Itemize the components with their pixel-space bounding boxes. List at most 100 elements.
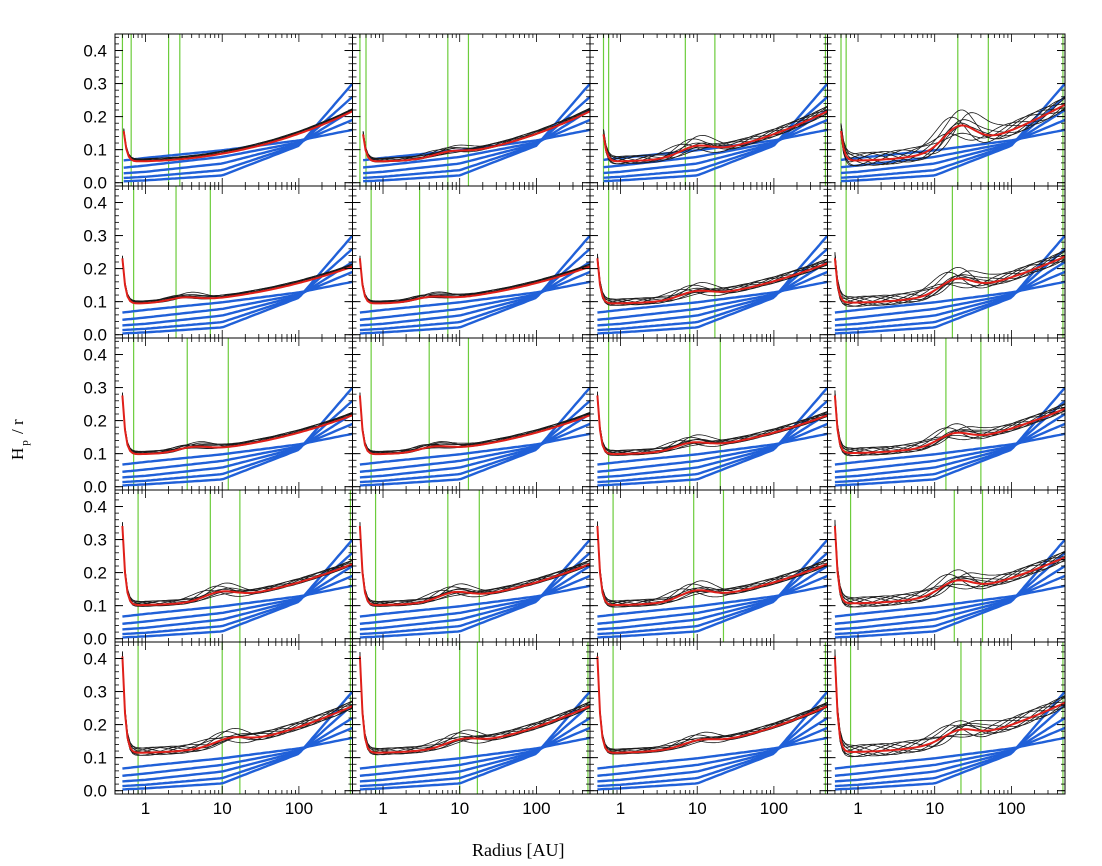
reference-curve-ref4 [834, 551, 1065, 636]
plot-area [121, 338, 353, 490]
reference-curve-ref2 [123, 118, 353, 169]
x-tick-label: 1 [141, 799, 150, 818]
panel-r4c3 [589, 489, 828, 643]
reference-curve-ref5 [122, 538, 353, 639]
reference-curve-ref2 [597, 422, 828, 473]
reference-curve-ref2 [122, 422, 353, 473]
plot-area [833, 642, 1065, 794]
reference-curve-ref5 [597, 538, 828, 639]
reference-curve-ref2 [359, 270, 590, 321]
reference-curve-ref4 [597, 551, 828, 636]
reference-curve-ref3 [359, 564, 590, 631]
reference-curve-ref3 [597, 564, 828, 631]
y-tick-label: 0.2 [83, 412, 107, 431]
panel-r5c4: 1 10 100 [827, 641, 1066, 818]
mean-curve [358, 656, 590, 754]
plot-area [833, 338, 1065, 490]
x-tick-label: 1 [616, 799, 625, 818]
model-curve [834, 649, 1065, 757]
reference-curve-ref3 [834, 716, 1065, 783]
mean-curve [121, 656, 353, 754]
reference-curve-ref2 [834, 574, 1065, 625]
reference-curve-ref3 [603, 108, 828, 175]
reference-curve-ref2 [597, 574, 828, 625]
model-curve [834, 527, 1065, 608]
mean-curve [596, 395, 828, 456]
plot-area [833, 490, 1065, 642]
reference-curve-ref3 [122, 412, 353, 479]
reference-curve-ref2 [834, 726, 1065, 777]
reference-curve-ref5 [359, 234, 590, 335]
x-tick-label: 10 [213, 799, 232, 818]
x-tick-label: 1 [378, 799, 387, 818]
panel-frame [589, 641, 828, 795]
panel-r3c3 [589, 337, 828, 491]
x-tick-label: 1 [853, 799, 862, 818]
y-tick-label: 0.1 [83, 141, 107, 160]
y-tick-label: 0.0 [83, 326, 107, 345]
reference-curve-ref4 [359, 247, 590, 332]
plot-area [121, 186, 353, 338]
reference-curve-ref5 [834, 538, 1065, 639]
model-curve [840, 103, 1065, 165]
mean-curve [596, 656, 828, 754]
reference-curve-ref3 [597, 716, 828, 783]
reference-curve-ref1 [122, 584, 353, 618]
panel-r3c4 [827, 337, 1066, 491]
reference-curve-ref3 [834, 260, 1065, 327]
mean-curve [596, 525, 828, 606]
reference-curve-ref2 [122, 726, 353, 777]
y-label-rest: / r [8, 419, 27, 439]
reference-curve-ref4 [840, 95, 1065, 179]
reference-curve-ref1 [122, 736, 353, 770]
model-curve [597, 652, 828, 754]
panel-r5c2: 1 10 100 [352, 641, 591, 818]
y-tick-label: 0.0 [83, 478, 107, 497]
reference-curve-ref4 [122, 703, 353, 788]
panel-frame [589, 33, 828, 187]
panel-frame [352, 489, 591, 643]
panel-frame [114, 185, 353, 339]
x-tick-label: 10 [925, 799, 944, 818]
reference-curve-ref1 [840, 128, 1065, 162]
plot-area [833, 186, 1065, 338]
plot-area [840, 34, 1065, 186]
panel-r1c1: 0.0 0.1 0.2 0.3 0.4 [83, 33, 353, 193]
panel-r4c1: 0.0 0.1 0.2 0.3 0.4 [83, 489, 353, 649]
model-curve [597, 391, 828, 455]
reference-curve-ref2 [359, 574, 590, 625]
panel-frame [589, 185, 828, 339]
plot-area [358, 490, 590, 642]
reference-curve-ref2 [362, 118, 590, 169]
reference-curve-ref3 [122, 716, 353, 783]
model-curve [597, 391, 828, 456]
plot-area [121, 34, 353, 186]
model-curve [834, 659, 1065, 752]
reference-curve-ref2 [597, 270, 828, 321]
reference-curve-ref2 [359, 422, 590, 473]
reference-curve-ref4 [359, 551, 590, 636]
reference-curve-ref1 [834, 432, 1065, 466]
mean-curve [833, 255, 1065, 304]
y-axis-label: Hp / r [8, 419, 48, 480]
panel-frame [589, 489, 828, 643]
mean-curve [840, 103, 1065, 162]
y-tick-label: 0.3 [83, 531, 107, 550]
reference-curve-ref5 [597, 690, 828, 791]
y-tick-label: 0.4 [83, 650, 107, 669]
model-curve [597, 394, 828, 456]
panel-r2c4 [827, 185, 1066, 339]
model-curve [840, 107, 1065, 166]
y-tick-label: 0.2 [83, 716, 107, 735]
plot-area [121, 642, 353, 794]
reference-curve-ref5 [597, 386, 828, 487]
panel-r5c3: 1 10 100 [589, 641, 828, 818]
reference-curve-ref4 [359, 399, 590, 484]
y-tick-label: 0.1 [83, 597, 107, 616]
model-curve [122, 394, 353, 453]
model-curve [122, 392, 353, 455]
x-tick-label: 100 [285, 799, 313, 818]
reference-curve-ref1 [597, 736, 828, 770]
panel-frame [114, 641, 353, 795]
y-tick-label: 0.4 [83, 194, 107, 213]
